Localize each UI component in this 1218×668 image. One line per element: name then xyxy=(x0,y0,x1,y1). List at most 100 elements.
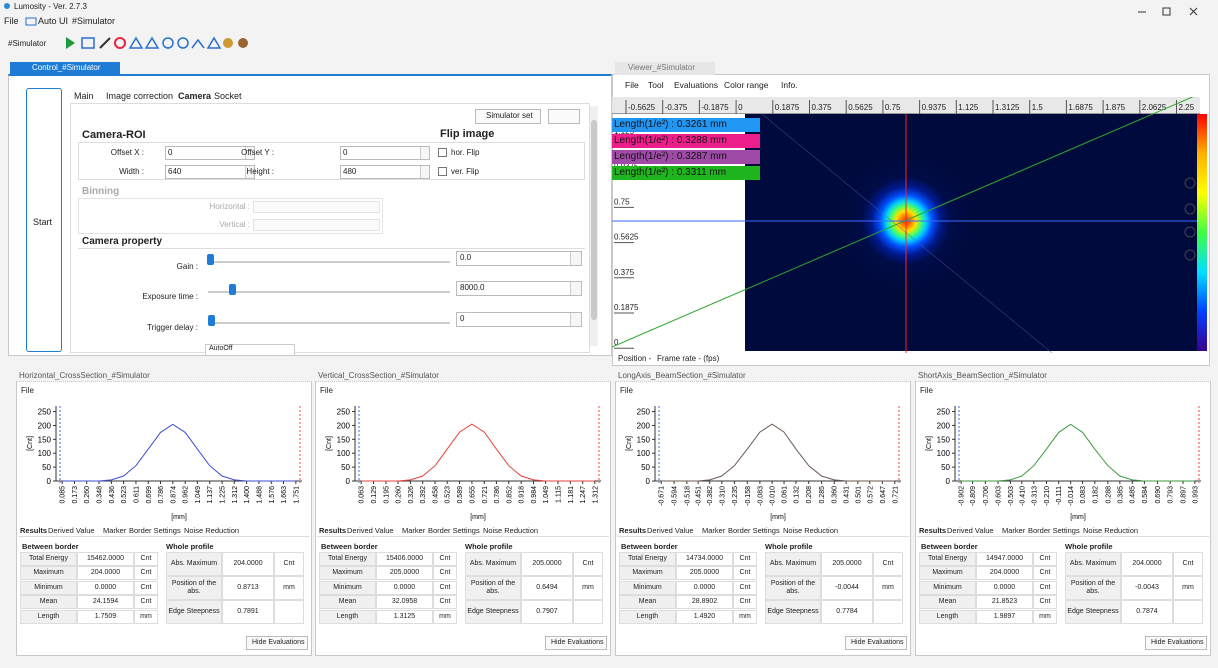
hide-label[interactable]: Hide Evaluations xyxy=(252,639,305,646)
viewer-menu-item[interactable]: Color range xyxy=(724,80,768,90)
evaluation-tab[interactable]: Noise Reduction xyxy=(483,526,538,535)
table-unit: Cnt xyxy=(1174,553,1202,575)
property-input[interactable] xyxy=(456,312,582,327)
roi-input[interactable] xyxy=(340,146,430,160)
evaluation-tab[interactable]: Marker xyxy=(702,526,725,535)
flip-checkbox[interactable] xyxy=(438,148,447,157)
roi-input-value[interactable]: 480 xyxy=(343,167,356,176)
panel-menu[interactable]: File xyxy=(21,386,34,395)
spin-button[interactable] xyxy=(420,166,429,178)
panel-menu[interactable]: File xyxy=(920,386,933,395)
hide-label[interactable]: Hide Evaluations xyxy=(851,639,904,646)
property-input-value[interactable]: 8000.0 xyxy=(460,283,484,292)
roi-input-value[interactable]: 0 xyxy=(343,148,347,157)
viewer-menu-item[interactable]: File xyxy=(625,80,639,90)
table-cell: Position of the abs. xyxy=(166,576,222,600)
viewer-menu-item[interactable]: Evaluations xyxy=(674,80,718,90)
menu-item[interactable]: Auto UI xyxy=(38,16,68,26)
flip-checkbox[interactable] xyxy=(438,167,447,176)
x-tick-label: -0.010 xyxy=(770,486,777,506)
panel-title: LongAxis_BeamSection_#Simulator xyxy=(618,371,746,380)
evaluation-tab[interactable]: Results xyxy=(919,526,946,535)
table-cell: 32.0958 xyxy=(376,595,433,609)
roi-field-label: Width : xyxy=(90,167,150,176)
viewer-tab-label[interactable]: Viewer_#Simulator xyxy=(628,63,695,72)
evaluation-tab[interactable]: Marker xyxy=(1002,526,1025,535)
evaluation-tab[interactable]: Marker xyxy=(103,526,126,535)
start-label[interactable]: Start xyxy=(33,217,52,227)
table-label: Edge Steepness xyxy=(1066,601,1120,623)
x-tick-label: 0.285 xyxy=(819,486,826,504)
ruler-label: 0.9375 xyxy=(922,103,947,112)
evaluation-tab[interactable]: Results xyxy=(319,526,346,535)
menu-item[interactable]: File xyxy=(4,16,19,26)
property-input-value[interactable]: 0 xyxy=(460,314,464,323)
settings-gear-button[interactable] xyxy=(548,109,580,124)
spin-button[interactable] xyxy=(570,313,581,326)
property-input[interactable] xyxy=(456,251,582,266)
ruler-label: 0.75 xyxy=(885,103,901,112)
hide-label[interactable]: Hide Evaluations xyxy=(551,639,604,646)
ruler-label: 1.875 xyxy=(1105,103,1126,112)
evaluation-tab[interactable]: Derived Value xyxy=(947,526,994,535)
property-input-value[interactable]: 0.0 xyxy=(460,253,471,262)
evaluation-tab[interactable]: Derived Value xyxy=(347,526,394,535)
slider-track xyxy=(208,322,450,324)
spin-button[interactable] xyxy=(420,147,429,159)
table-value: 0.6494 xyxy=(522,577,572,599)
settings-tab[interactable]: Image correction xyxy=(106,91,173,101)
y-tick-label: 50 xyxy=(941,463,950,472)
x-tick-label: 1.663 xyxy=(281,486,288,504)
spin-button[interactable] xyxy=(570,252,581,265)
x-tick-label: -0.158 xyxy=(745,486,752,506)
x-tick-label: 0.786 xyxy=(158,486,165,504)
x-axis-label: [mm] xyxy=(171,514,187,521)
evaluation-tab[interactable]: Noise Reduction xyxy=(184,526,239,535)
flip-option[interactable]: hor. Flip xyxy=(451,148,479,157)
evaluation-tab[interactable]: Border Settings xyxy=(1028,526,1080,535)
menu-item[interactable]: #Simulator xyxy=(72,16,115,26)
evaluation-tab[interactable]: Border Settings xyxy=(428,526,480,535)
settings-tab[interactable]: Socket xyxy=(214,91,242,101)
table-cell: mm xyxy=(433,610,457,624)
evaluation-tab[interactable]: Border Settings xyxy=(728,526,780,535)
evaluation-tab[interactable]: Noise Reduction xyxy=(783,526,838,535)
evaluation-tab[interactable]: Results xyxy=(20,526,47,535)
flip-option[interactable]: ver. Flip xyxy=(451,167,479,176)
settings-tab[interactable]: Main xyxy=(74,91,94,101)
table-cell: Position of the abs. xyxy=(765,576,821,600)
viewer-menu-item[interactable]: Info. xyxy=(781,80,798,90)
evaluation-tab[interactable]: Marker xyxy=(402,526,425,535)
evaluation-tab[interactable]: Noise Reduction xyxy=(1083,526,1138,535)
table-label: Edge Steepness xyxy=(466,601,520,623)
slider-thumb[interactable] xyxy=(229,284,236,295)
simulator-set-label[interactable]: Simulator set xyxy=(486,111,533,120)
table-value: 204.0000 xyxy=(977,567,1032,579)
x-tick-label: 0.897 xyxy=(1180,486,1187,504)
binning-dropdown[interactable] xyxy=(253,219,380,231)
evaluation-tab[interactable]: Derived Value xyxy=(647,526,694,535)
slider-thumb[interactable] xyxy=(207,254,214,265)
settings-tab[interactable]: Camera xyxy=(178,91,211,101)
y-tick-label: 100 xyxy=(38,449,52,458)
evaluation-tab[interactable]: Results xyxy=(619,526,646,535)
slider-thumb[interactable] xyxy=(208,315,215,326)
roi-input-value[interactable]: 640 xyxy=(168,167,181,176)
table-value: 24.1594 xyxy=(78,596,133,608)
y-tick-label: 100 xyxy=(637,449,651,458)
toolbar-icons xyxy=(0,0,1218,60)
x-tick-label: 0.584 xyxy=(1142,486,1149,504)
evaluation-tab[interactable]: Derived Value xyxy=(48,526,95,535)
length-label: Length(1/e²) : 0.3261 mm xyxy=(614,119,727,130)
auto-dropdown-value[interactable]: AutoOff xyxy=(209,345,233,352)
binning-dropdown[interactable] xyxy=(253,201,380,213)
evaluation-tab[interactable]: Border Settings xyxy=(129,526,181,535)
roi-field-label: Height : xyxy=(220,167,280,176)
panel-menu[interactable]: File xyxy=(620,386,633,395)
table-value: -0.0044 xyxy=(822,577,872,599)
spin-button[interactable] xyxy=(570,282,581,295)
hide-label[interactable]: Hide Evaluations xyxy=(1151,639,1204,646)
roi-input-value[interactable]: 0 xyxy=(168,148,172,157)
viewer-menu-item[interactable]: Tool xyxy=(648,80,664,90)
panel-menu[interactable]: File xyxy=(320,386,333,395)
